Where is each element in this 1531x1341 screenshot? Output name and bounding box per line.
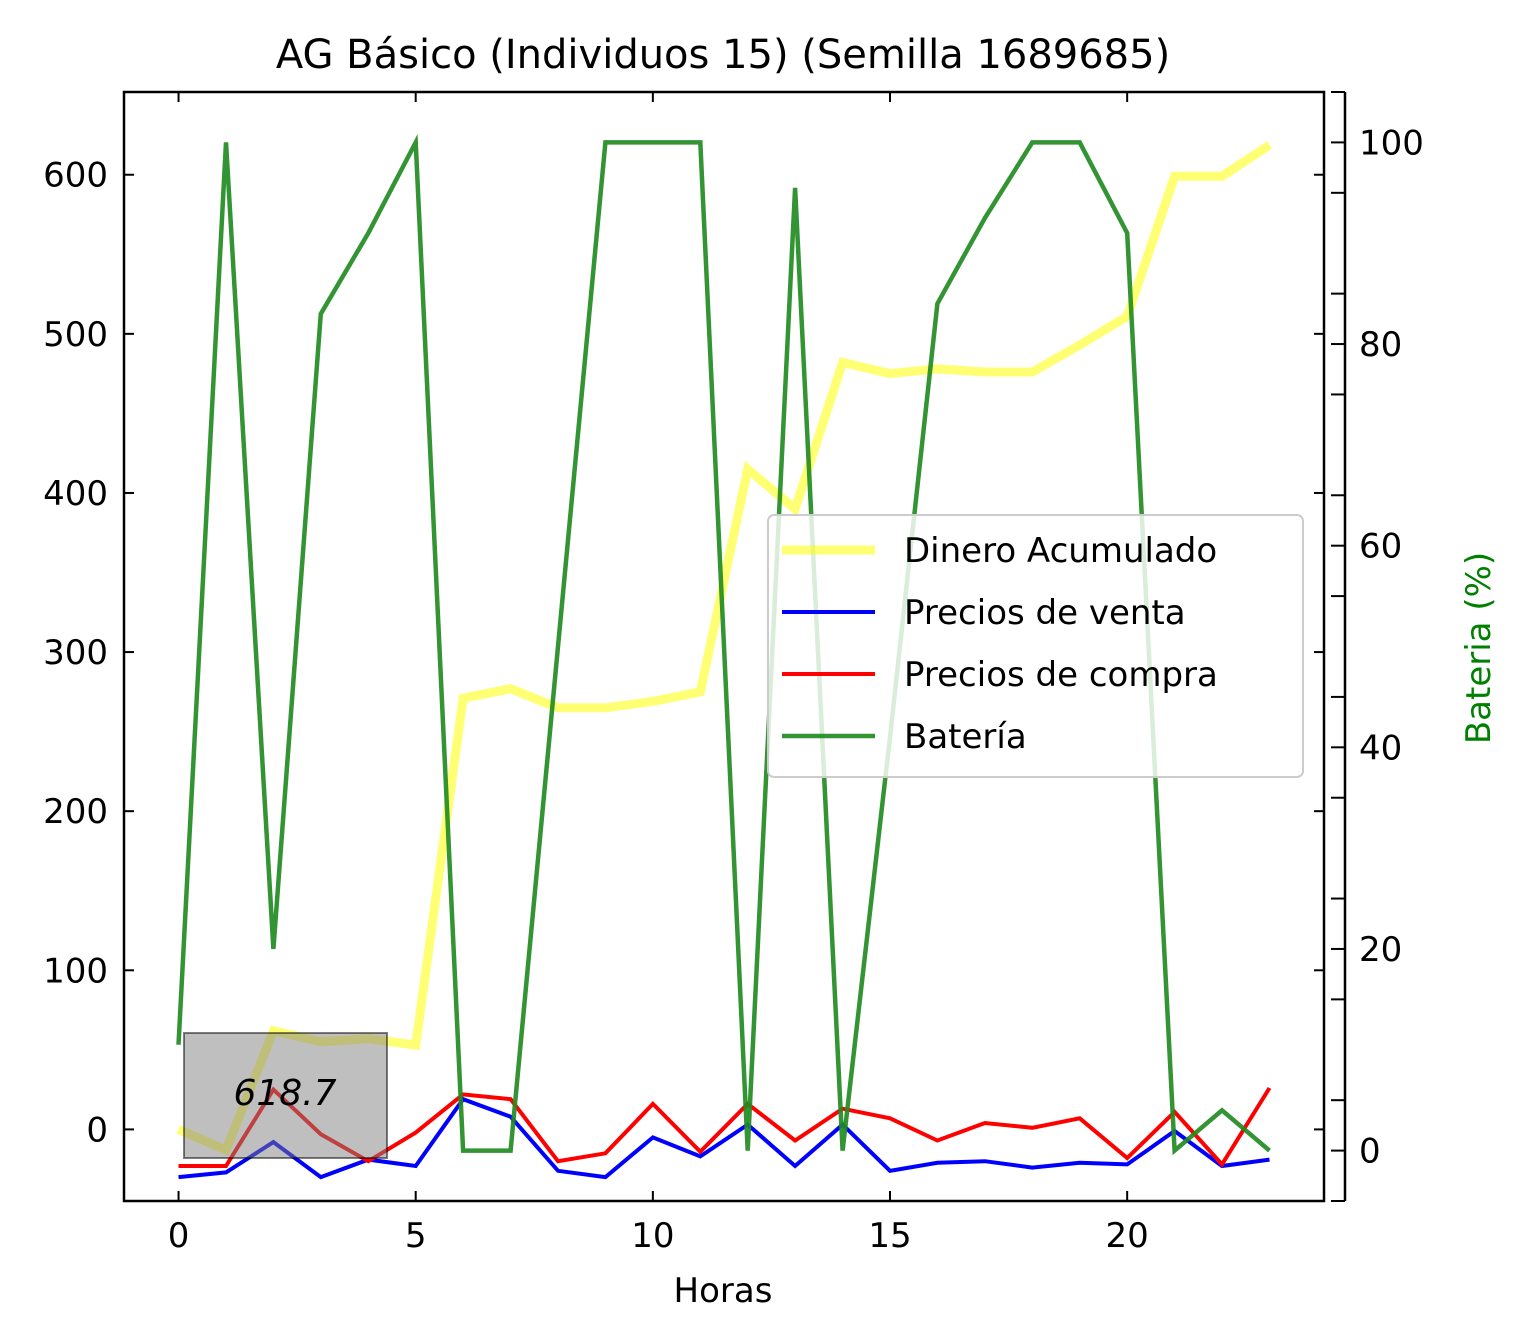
legend-label: Batería	[904, 717, 1027, 757]
chart-title: AG Básico (Individuos 15) (Semilla 16896…	[276, 32, 1170, 78]
y-tick-label: 400	[43, 474, 108, 514]
x-tick-label: 15	[868, 1216, 911, 1256]
legend-label: Precios de venta	[904, 593, 1186, 633]
x-tick-label: 10	[631, 1216, 674, 1256]
legend-label: Dinero Acumulado	[904, 531, 1217, 571]
series-line-precios-de-venta	[178, 1096, 1270, 1180]
y2-tick-label: 80	[1359, 325, 1402, 365]
final-value-annotation: 618.7	[183, 1032, 388, 1159]
x-tick-label: 0	[168, 1216, 190, 1256]
y2-tick-label: 100	[1359, 123, 1424, 163]
x-axis-label: Horas	[674, 1271, 773, 1311]
y-tick-label: 300	[43, 633, 108, 673]
y-tick-label: 200	[43, 792, 108, 832]
y-tick-label: 0	[86, 1110, 108, 1150]
y-tick-label: 600	[43, 156, 108, 196]
y2-tick-label: 60	[1359, 527, 1402, 567]
plot-frame	[122, 90, 1326, 1203]
series-line-bateria	[176, 133, 1271, 1156]
y2-tick-label: 20	[1359, 930, 1402, 970]
legend: Dinero Acumulado Precios de venta Precios …	[767, 514, 1304, 778]
y-tick-label: 500	[43, 315, 108, 355]
x-tick-label: 20	[1106, 1216, 1149, 1256]
y-tick-label: 100	[43, 951, 108, 991]
y2-tick-label: 40	[1359, 728, 1402, 768]
legend-label: Precios de compra	[904, 655, 1218, 695]
y2-axis-label: Bateria (%)	[1459, 552, 1499, 744]
y2-tick-label: 0	[1359, 1132, 1381, 1172]
x-tick-label: 5	[405, 1216, 427, 1256]
final-value-text: 618.7	[233, 1073, 336, 1114]
